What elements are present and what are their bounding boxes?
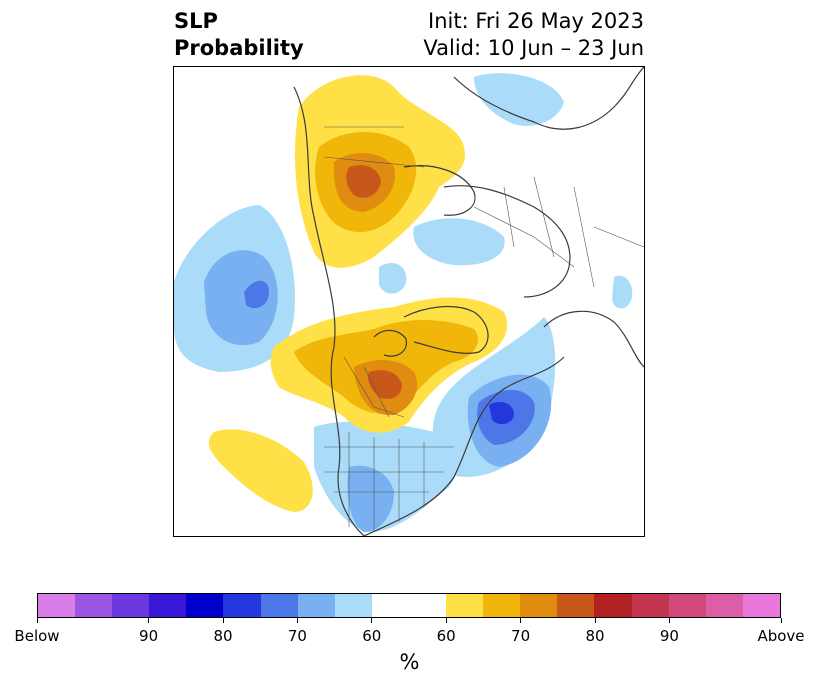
title-product: Probability bbox=[174, 36, 304, 60]
colorbar-tick-labels: Below 90 80 70 60 60 70 80 90 Above bbox=[0, 627, 819, 647]
colorbar-tick-label: 90 bbox=[139, 627, 159, 645]
colorbar-segment bbox=[334, 594, 372, 617]
probability-map-canvas bbox=[174, 67, 644, 536]
below-region-arctic bbox=[474, 73, 564, 126]
colorbar-segment bbox=[631, 594, 669, 617]
colorbar-tick-mark bbox=[668, 618, 670, 623]
colorbar-segment bbox=[75, 594, 113, 617]
colorbar-segment bbox=[594, 594, 632, 617]
colorbar-segment bbox=[483, 594, 521, 617]
colorbar-tick-label: 70 bbox=[287, 627, 307, 645]
colorbar-tick-label: 90 bbox=[659, 627, 679, 645]
colorbar-segment bbox=[557, 594, 595, 617]
above-region-siberia-80 bbox=[346, 165, 381, 198]
colorbar-tick-mark bbox=[520, 618, 522, 623]
above-region-pacific-sw bbox=[208, 429, 313, 512]
map-title-right: Init: Fri 26 May 2023 Valid: 10 Jun – 23… bbox=[423, 8, 644, 62]
colorbar-segment bbox=[446, 594, 484, 617]
colorbar-segment bbox=[260, 594, 298, 617]
colorbar-tick-mark bbox=[594, 618, 596, 623]
colorbar-segment bbox=[223, 594, 261, 617]
init-date: Init: Fri 26 May 2023 bbox=[428, 9, 644, 33]
colorbar-tick-label: Above bbox=[757, 627, 805, 645]
coastlines bbox=[293, 67, 644, 536]
map-title-left: SLP Probability bbox=[174, 8, 304, 62]
colorbar-segment bbox=[408, 594, 447, 617]
colorbar-segment bbox=[38, 594, 76, 617]
below-region-us-60 bbox=[347, 465, 394, 532]
colorbar-tick-label: 80 bbox=[213, 627, 233, 645]
colorbar-tick-mark bbox=[222, 618, 224, 623]
colorbar-tick-label: 70 bbox=[511, 627, 531, 645]
valid-period: Valid: 10 Jun – 23 Jun bbox=[423, 36, 644, 60]
below-region-ne bbox=[612, 275, 633, 309]
colorbar-segment bbox=[742, 594, 780, 617]
below-region-pacific-70 bbox=[244, 280, 269, 309]
below-region-pacific-60 bbox=[204, 250, 278, 346]
colorbar-segment bbox=[149, 594, 187, 617]
political-borders bbox=[323, 126, 644, 532]
colorbar-tick-label: Below bbox=[14, 627, 60, 645]
colorbar-tick-label: 60 bbox=[436, 627, 456, 645]
colorbar-segment bbox=[705, 594, 743, 617]
colorbar-tick-label: 60 bbox=[362, 627, 382, 645]
title-variable: SLP bbox=[174, 9, 218, 33]
colorbar bbox=[37, 593, 781, 618]
colorbar-segment bbox=[371, 594, 409, 617]
colorbar-segment bbox=[112, 594, 150, 617]
colorbar-segment bbox=[297, 594, 335, 617]
colorbar-tick-mark bbox=[148, 618, 150, 623]
colorbar-tick-mark bbox=[780, 618, 782, 623]
probability-map bbox=[173, 66, 645, 537]
colorbar-tick-mark bbox=[296, 618, 298, 623]
below-region-atlantic-80 bbox=[489, 402, 514, 425]
colorbar-tick-mark bbox=[371, 618, 373, 623]
colorbar-tick-label: 80 bbox=[585, 627, 605, 645]
colorbar-units-label: % bbox=[399, 650, 420, 674]
colorbar-segment bbox=[186, 594, 224, 617]
below-region-europe bbox=[413, 218, 505, 266]
colorbar-segment bbox=[668, 594, 706, 617]
colorbar-tick-mark bbox=[36, 618, 38, 623]
above-normal-areas bbox=[208, 75, 508, 512]
colorbar-tick-mark bbox=[445, 618, 447, 623]
colorbar-segment bbox=[520, 594, 558, 617]
below-region-nw bbox=[379, 262, 407, 294]
